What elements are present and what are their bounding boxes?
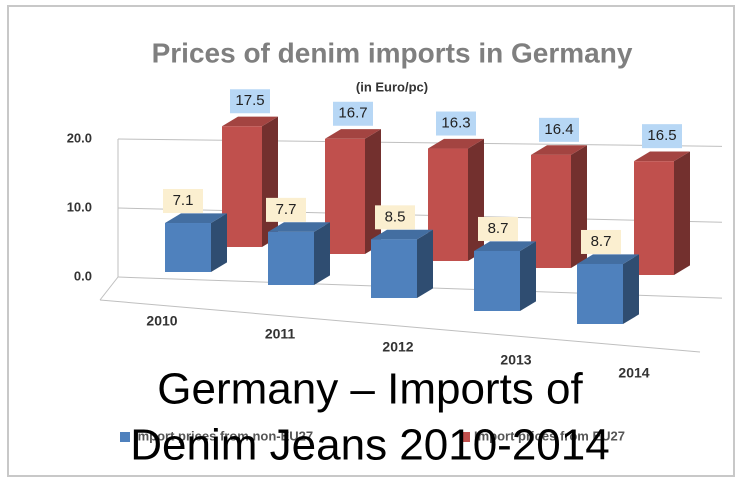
legend: Import prices from non-EU27 Import prices… bbox=[120, 428, 625, 443]
bar-side bbox=[674, 151, 690, 275]
plot: 0.0 10.0 20.0 17.5 7.1 2010 16.7 7.7 2011 16.3 8.5… bbox=[67, 89, 723, 381]
value-label-box bbox=[230, 89, 270, 114]
legend-label: Import prices from non-EU27 bbox=[134, 428, 313, 443]
value-label-box bbox=[163, 189, 203, 214]
bar-top bbox=[474, 241, 536, 251]
x-tick-label: 2011 bbox=[265, 326, 296, 342]
bar-side bbox=[468, 138, 484, 261]
legend-swatch bbox=[120, 432, 130, 442]
x-tick-label: 2010 bbox=[146, 313, 177, 329]
y-tick-label: 20.0 bbox=[67, 130, 92, 145]
bar bbox=[428, 148, 468, 261]
legend-swatch bbox=[460, 432, 470, 442]
bar-side bbox=[520, 241, 536, 311]
bar-side bbox=[314, 222, 330, 285]
value-label: 7.7 bbox=[276, 201, 297, 218]
x-tick-label: 2014 bbox=[618, 365, 649, 381]
legend-label: Import prices from EU27 bbox=[474, 428, 625, 443]
value-label-box bbox=[266, 197, 306, 222]
value-label-box bbox=[375, 205, 415, 230]
floor-edge bbox=[99, 276, 119, 301]
bar-top bbox=[531, 145, 587, 155]
value-label: 17.5 bbox=[235, 92, 264, 109]
grid-line bbox=[117, 138, 723, 147]
bar-top bbox=[268, 222, 330, 232]
bar-side bbox=[211, 213, 227, 272]
value-label-box bbox=[478, 216, 518, 241]
bar-side bbox=[417, 229, 433, 298]
value-label-box bbox=[436, 111, 476, 136]
value-label: 16.5 bbox=[647, 127, 676, 144]
bar bbox=[325, 138, 365, 254]
value-label: 16.4 bbox=[544, 121, 573, 138]
bar bbox=[371, 239, 417, 298]
bar-top bbox=[428, 138, 484, 149]
value-label: 16.3 bbox=[441, 114, 470, 131]
bar bbox=[222, 126, 262, 247]
caption-line: Germany – Imports of bbox=[157, 365, 583, 414]
bar-top bbox=[634, 151, 690, 162]
x-tick-label: 2012 bbox=[382, 339, 413, 355]
bar bbox=[268, 231, 314, 285]
value-label-box bbox=[539, 117, 579, 142]
bar-top bbox=[222, 116, 278, 127]
value-label: 8.7 bbox=[488, 220, 509, 237]
value-label-box bbox=[581, 229, 621, 254]
y-tick-label: 10.0 bbox=[67, 199, 92, 214]
bar-top bbox=[165, 213, 227, 224]
grid-line bbox=[117, 207, 723, 223]
bar-top bbox=[325, 129, 381, 139]
bar-side bbox=[623, 254, 639, 324]
value-label: 8.5 bbox=[385, 208, 406, 225]
value-label: 16.7 bbox=[338, 105, 367, 122]
bar bbox=[577, 263, 623, 324]
y-tick-label: 0.0 bbox=[74, 268, 92, 283]
bar-top bbox=[577, 254, 639, 264]
value-label: 7.1 bbox=[173, 192, 194, 209]
bar bbox=[474, 250, 520, 311]
floor-edge bbox=[99, 299, 701, 353]
x-tick-label: 2013 bbox=[500, 352, 531, 368]
bar bbox=[531, 154, 571, 268]
chart-subtitle: (in Euro/pc) bbox=[356, 79, 428, 94]
caption-line: Denim Jeans 2010-2014 bbox=[130, 421, 609, 470]
value-label-box bbox=[642, 124, 682, 149]
bar bbox=[634, 161, 674, 275]
bar bbox=[165, 223, 211, 272]
bar-top bbox=[371, 229, 433, 240]
value-label-box bbox=[333, 101, 373, 126]
value-label: 8.7 bbox=[591, 233, 612, 250]
chart-title: Prices of denim imports in Germany bbox=[152, 37, 633, 68]
